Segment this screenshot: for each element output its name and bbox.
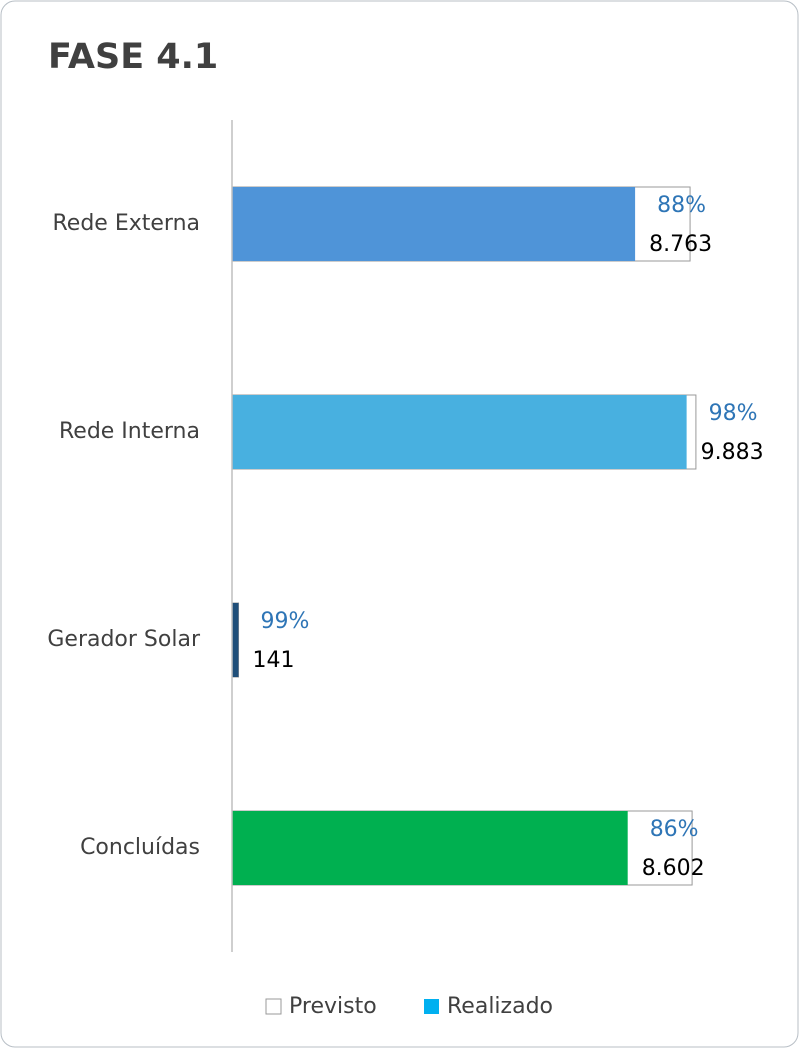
y-tick-label: Rede Interna xyxy=(59,419,200,444)
value-label: 8.602 xyxy=(642,856,705,881)
legend-swatch xyxy=(424,999,439,1014)
y-tick-label: Gerador Solar xyxy=(47,627,201,652)
value-label: 9.883 xyxy=(701,440,764,465)
percent-label: 98% xyxy=(709,401,758,426)
legend-label: Previsto xyxy=(289,994,377,1019)
legend-swatch xyxy=(265,998,282,1015)
y-tick-label: Rede Externa xyxy=(53,211,201,236)
chart-title: FASE 4.1 xyxy=(48,37,218,77)
value-label: 141 xyxy=(252,648,294,673)
bar-realizado xyxy=(232,395,687,469)
y-tick-label: Concluídas xyxy=(80,835,200,860)
percent-label: 86% xyxy=(650,817,699,842)
bar-realizado xyxy=(232,603,239,677)
percent-label: 99% xyxy=(260,609,309,634)
bar-realizado xyxy=(232,811,628,885)
percent-label: 88% xyxy=(657,193,706,218)
bar-realizado xyxy=(232,187,636,261)
legend-label: Realizado xyxy=(447,994,553,1019)
value-label: 8.763 xyxy=(649,232,712,257)
